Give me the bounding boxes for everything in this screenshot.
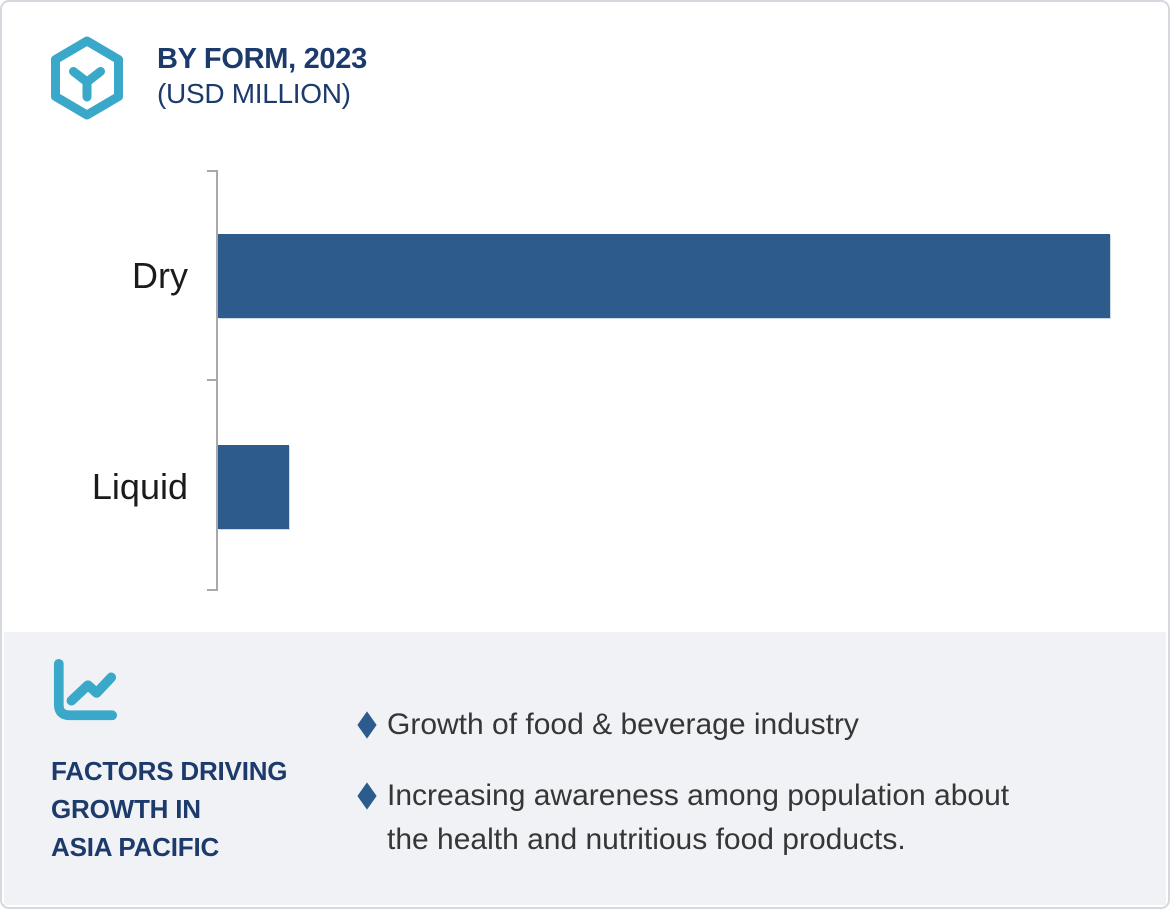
- category-label-dry: Dry: [132, 255, 188, 296]
- factors-list: Growth of food & beverage industry Incre…: [357, 703, 1154, 862]
- bar-dry: [218, 234, 1110, 318]
- axis-tick: [207, 379, 216, 381]
- bar-liquid: [218, 445, 289, 529]
- list-item: Growth of food & beverage industry: [357, 703, 1154, 747]
- diamond-bullet-icon: [357, 711, 377, 739]
- factor-text: Growth of food & beverage industry: [387, 708, 859, 741]
- chart-titles: BY FORM, 2023 (USD MILLION): [157, 42, 557, 111]
- chart-title: BY FORM, 2023: [157, 43, 367, 75]
- bar-chart-section: BY FORM, 2023 (USD MILLION) Dry Liquid: [2, 2, 1168, 632]
- axis-tick: [207, 170, 216, 172]
- chart-subtitle: (USD MILLION): [157, 78, 351, 109]
- diamond-bullet-icon: [357, 782, 377, 810]
- category-label-liquid: Liquid: [91, 466, 188, 507]
- list-item: Increasing awareness among population ab…: [357, 774, 1154, 862]
- line-chart-icon: [53, 658, 118, 721]
- factors-heading: FACTORS DRIVING GROWTH IN ASIA PACIFIC: [51, 756, 288, 862]
- hexagon-cube-icon: [51, 36, 123, 120]
- factor-text: Increasing awareness among population ab…: [387, 779, 1010, 856]
- factors-panel: FACTORS DRIVING GROWTH IN ASIA PACIFIC G…: [4, 632, 1166, 905]
- category-axis-line: [216, 170, 218, 591]
- axis-tick: [207, 589, 216, 591]
